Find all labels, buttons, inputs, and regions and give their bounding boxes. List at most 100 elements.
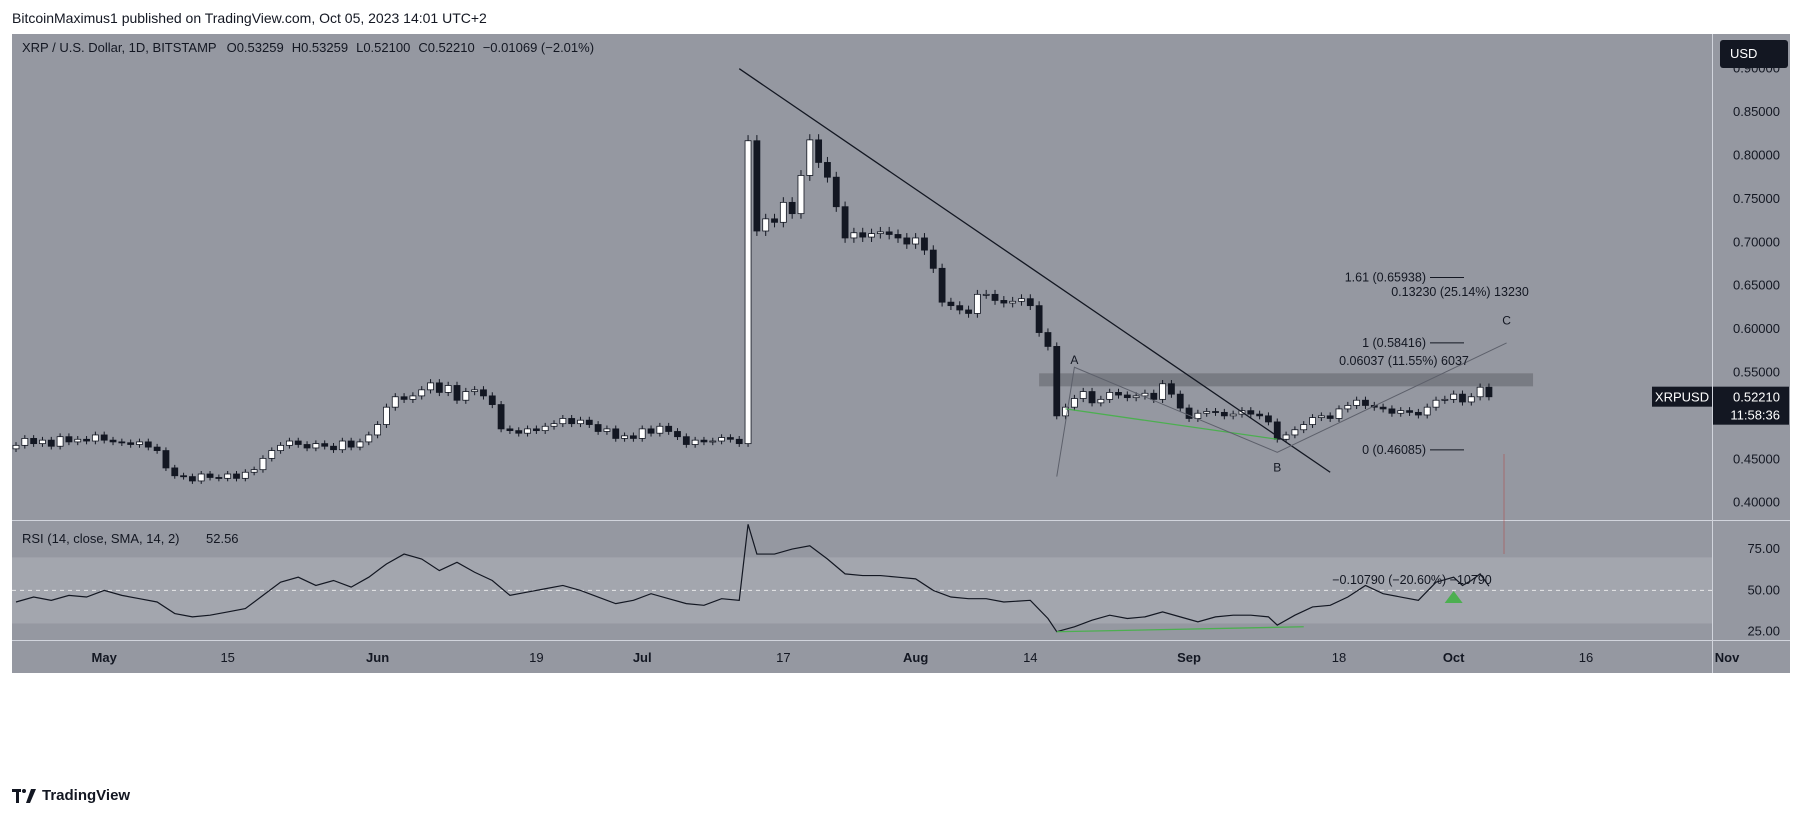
- candle-down: [1247, 410, 1255, 415]
- candle-down: [321, 443, 329, 447]
- candle-up: [338, 440, 346, 451]
- candle-up: [806, 139, 814, 176]
- candle-down: [1053, 346, 1061, 417]
- candle-up: [1018, 298, 1025, 302]
- candle-up: [603, 428, 611, 432]
- wave-label-b: B: [1273, 460, 1281, 474]
- candle-down: [506, 428, 514, 432]
- legend-change: −0.01069 (−2.01%): [483, 40, 594, 55]
- wave-label-a: A: [1070, 353, 1078, 367]
- candle-up: [286, 440, 293, 446]
- price-legend: XRP / U.S. Dollar, 1D, BITSTAMP O0.53259 H…: [22, 40, 594, 55]
- candle-down: [1176, 393, 1184, 409]
- chart-frame: A B C 1.61 (0.65938) 1 (0.58416) 0 (0.46085) 0…: [12, 34, 1790, 774]
- candle-up: [559, 418, 567, 425]
- candle-down: [674, 431, 681, 438]
- candle-up: [1423, 406, 1431, 416]
- price-tick-label: 0.70000: [1733, 234, 1780, 249]
- candle-down: [153, 446, 161, 451]
- candle-up: [1432, 399, 1440, 408]
- rsi-tick-label: 50.00: [1747, 582, 1780, 597]
- candle-up: [876, 231, 884, 235]
- time-axis-bg: [12, 640, 1790, 673]
- candle-up: [1194, 412, 1202, 419]
- candle-up: [744, 140, 752, 445]
- candle-down: [991, 293, 999, 301]
- time-tick-label: 15: [220, 650, 234, 665]
- candle-up: [1132, 395, 1140, 399]
- symbol-tag: XRPUSD: [1655, 390, 1709, 405]
- candle-down: [841, 206, 849, 239]
- candle-up: [1203, 411, 1211, 414]
- candle-down: [144, 441, 152, 448]
- candle-up: [409, 395, 417, 400]
- candle-up: [691, 439, 699, 445]
- candle-down: [532, 428, 540, 432]
- candle-up: [224, 473, 232, 479]
- current-price-box: [1713, 386, 1789, 425]
- candle-down: [824, 162, 831, 178]
- candle-down: [1026, 298, 1034, 307]
- candle-down: [903, 237, 911, 245]
- resistance-zone: [1039, 373, 1534, 387]
- candle-down: [1123, 394, 1131, 399]
- candle-up: [718, 437, 725, 442]
- candle-down: [400, 396, 408, 400]
- currency-button[interactable]: USD: [1720, 40, 1788, 68]
- candle-up: [912, 237, 920, 245]
- candle-down: [859, 232, 867, 238]
- candle-down: [347, 440, 355, 448]
- time-tick-label: Sep: [1177, 650, 1201, 665]
- rsi-tick-label: 25.00: [1747, 624, 1780, 639]
- price-axis-bg: [1713, 34, 1790, 673]
- rsi-line: [15, 524, 1490, 633]
- price-divergence-line: [1065, 408, 1278, 440]
- candle-up: [797, 175, 805, 215]
- candle-down: [435, 382, 443, 393]
- candle-down: [1000, 300, 1008, 304]
- candle-up: [356, 441, 364, 448]
- candle-up: [471, 389, 479, 392]
- price-tick-label: 0.85000: [1733, 104, 1780, 119]
- candle-up: [427, 382, 434, 391]
- candle-up: [74, 438, 82, 443]
- candle-up: [241, 471, 249, 479]
- candle-up: [56, 436, 64, 447]
- candle-down: [515, 430, 523, 434]
- candle-up: [850, 232, 858, 239]
- measure-label: −0.10790 (−20.60%) −10790: [1332, 573, 1492, 587]
- candle-down: [815, 139, 823, 163]
- candle-up: [1071, 398, 1078, 408]
- candle-up: [1335, 408, 1343, 419]
- candle-down: [215, 477, 223, 479]
- rsi-tick-label: 75.00: [1747, 541, 1780, 556]
- candle-down: [118, 441, 126, 444]
- candle-up: [868, 233, 875, 238]
- candle-down: [1414, 411, 1422, 416]
- candle-down: [665, 425, 673, 432]
- candle-up: [550, 423, 558, 427]
- price-tick-label: 0.40000: [1733, 495, 1780, 510]
- candle-up: [1441, 398, 1449, 401]
- candle-down: [30, 438, 38, 445]
- rsi-legend-value: 52.56: [206, 531, 239, 546]
- measure-label: 0.06037 (11.55%) 6037: [1339, 354, 1469, 368]
- candle-down: [921, 237, 928, 251]
- candle-down: [1388, 408, 1396, 414]
- candle-down: [1379, 406, 1387, 410]
- candle-down: [1212, 411, 1219, 413]
- candle-down: [162, 450, 170, 469]
- current-price-label: 0.52210: [1733, 390, 1780, 405]
- candle-down: [171, 467, 179, 477]
- candle-down: [188, 476, 196, 482]
- candle-down: [788, 201, 796, 215]
- candle-down: [1485, 386, 1493, 398]
- candle-down: [947, 301, 955, 307]
- candle-down: [206, 473, 214, 478]
- candle-up: [1397, 410, 1405, 414]
- time-tick-label: Oct: [1443, 650, 1465, 665]
- candle-up: [1282, 434, 1290, 440]
- candle-down: [1459, 393, 1466, 403]
- chart-svg[interactable]: A B C 1.61 (0.65938) 1 (0.58416) 0 (0.46085) 0…: [12, 34, 1790, 774]
- candle-down: [700, 439, 708, 443]
